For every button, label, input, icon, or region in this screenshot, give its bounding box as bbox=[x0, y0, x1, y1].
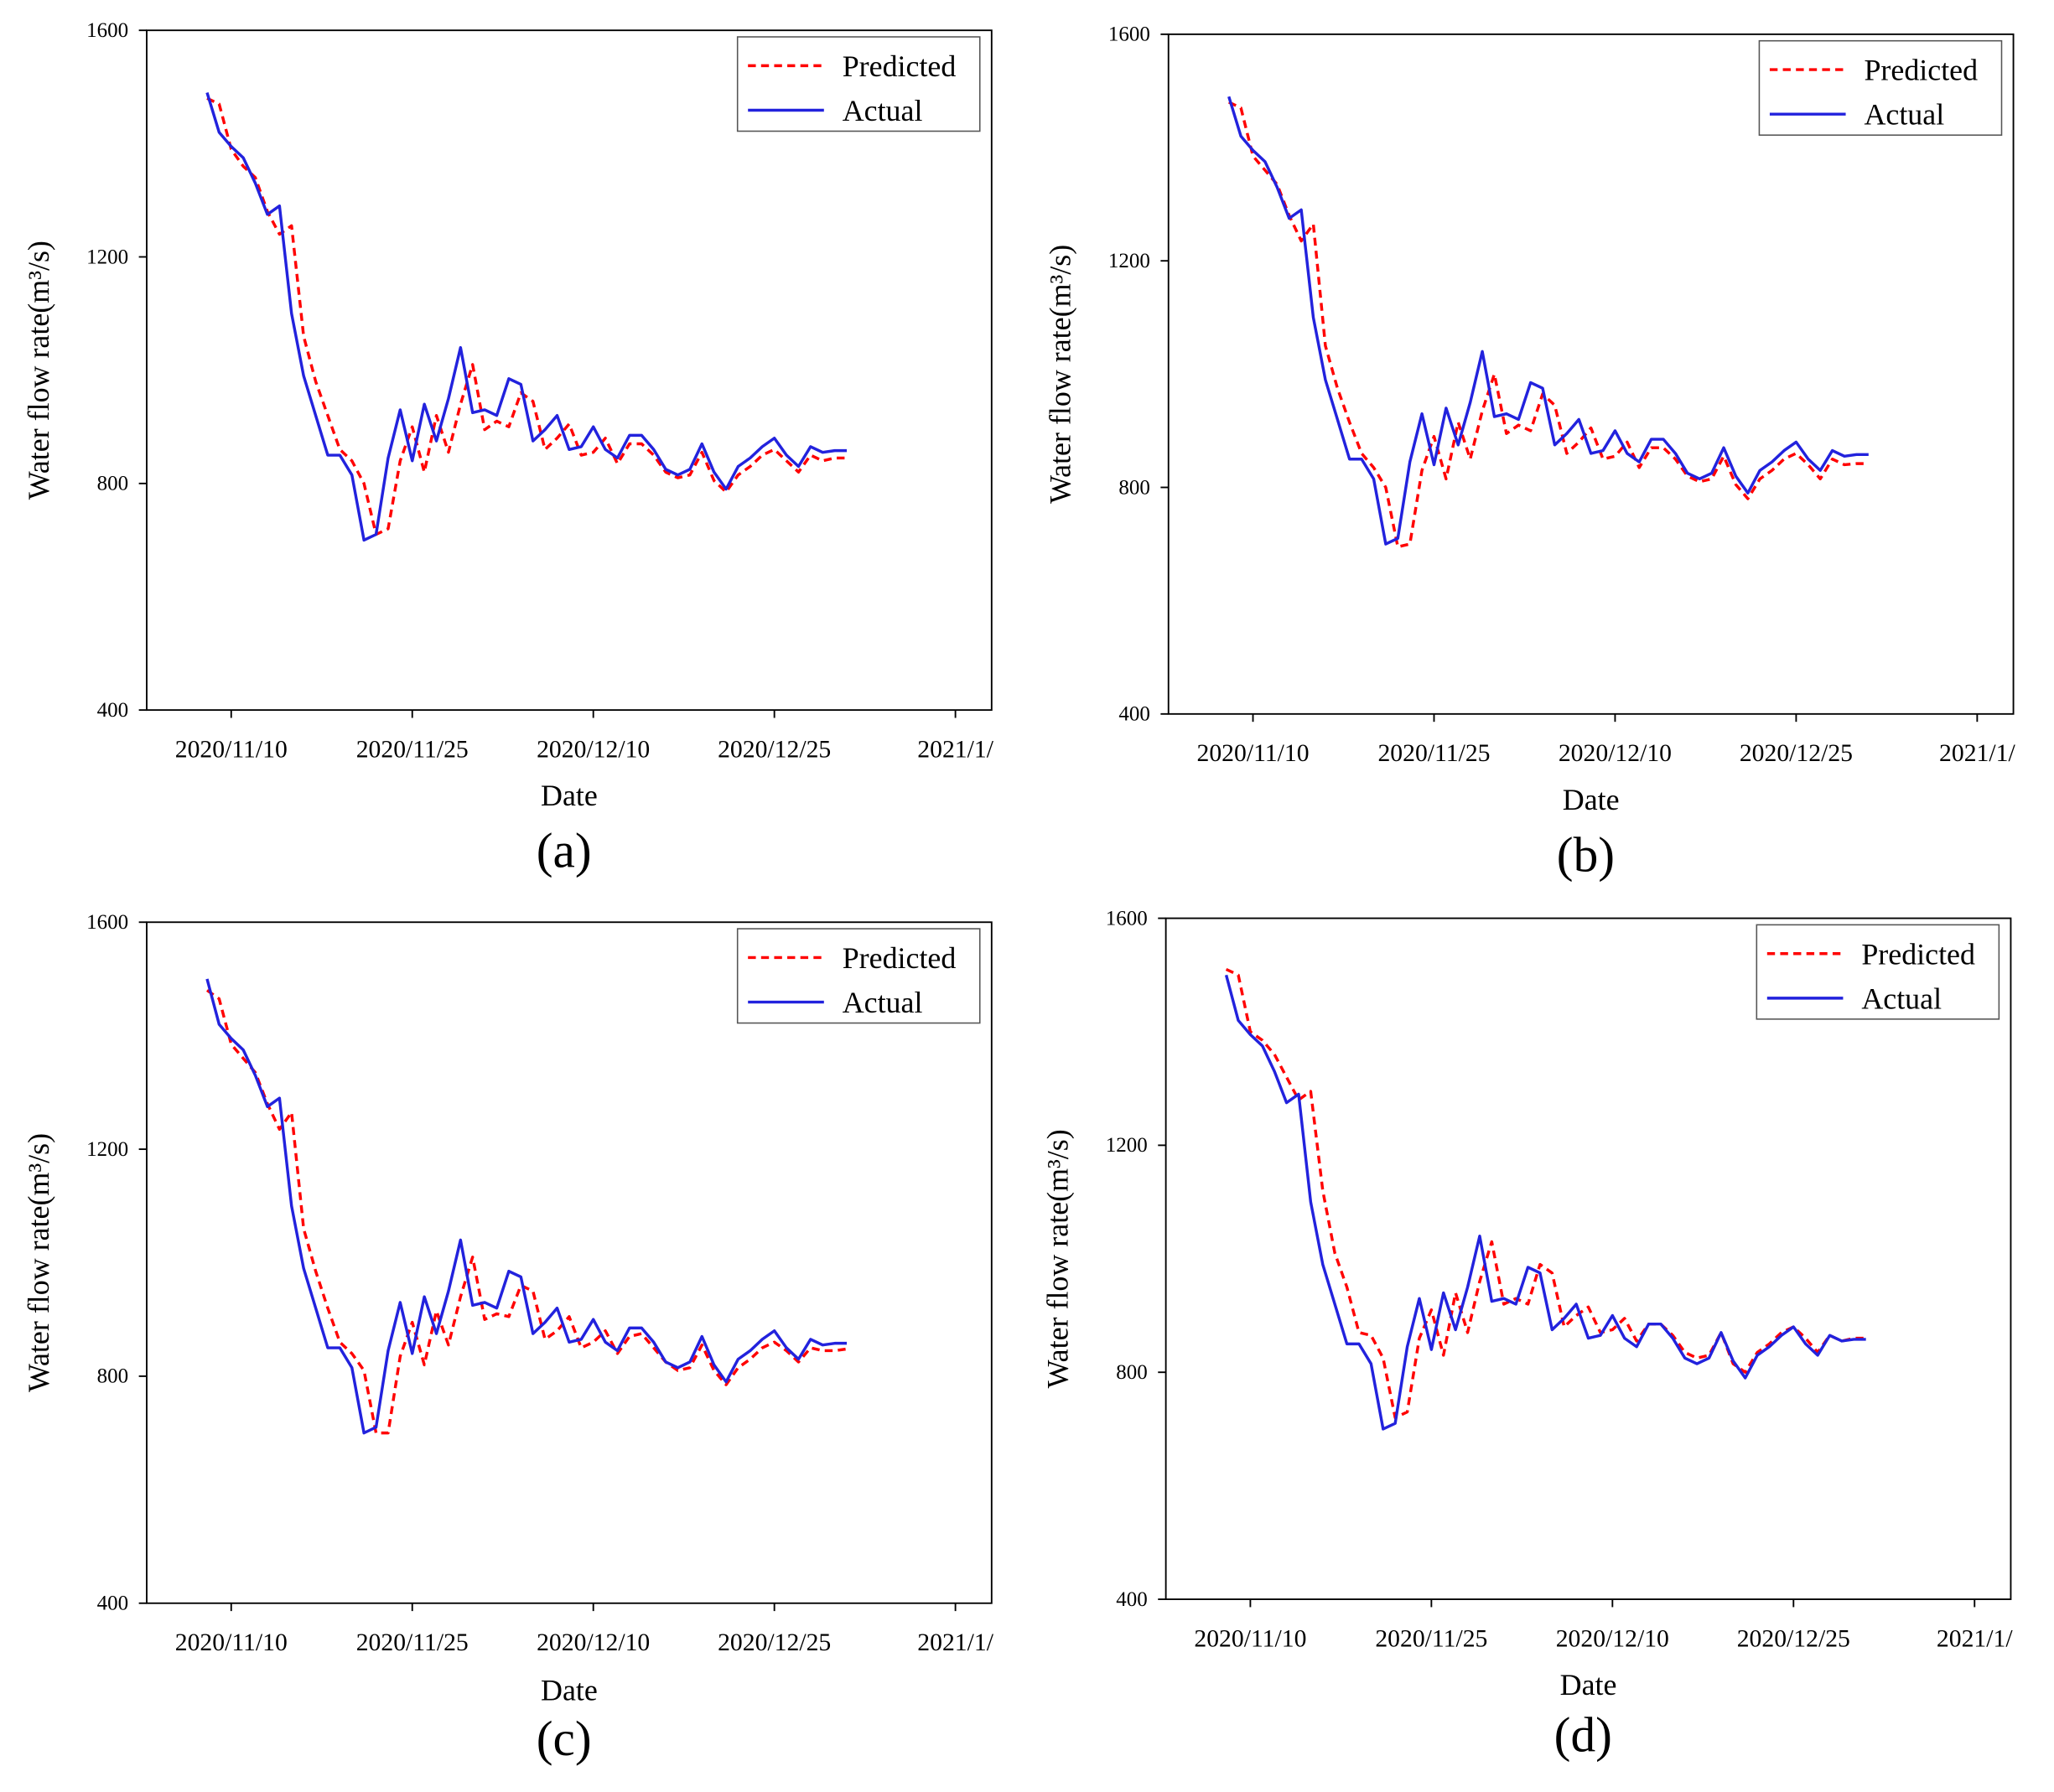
legend-label: Actual bbox=[1864, 98, 1944, 132]
y-tick-label: 1600 bbox=[86, 19, 128, 42]
x-tick-label: 2020/11/10 bbox=[175, 736, 288, 763]
x-tick-label: 2020/11/25 bbox=[1377, 740, 1490, 767]
x-tick-label: 2020/11/10 bbox=[1196, 740, 1309, 767]
series-line bbox=[1225, 967, 1866, 1420]
caption: (d) bbox=[1554, 1707, 1612, 1762]
legend-label: Predicted bbox=[843, 941, 957, 975]
x-tick-label: 2020/12/25 bbox=[718, 1629, 831, 1656]
panel: 400 800 1200 1600 2020/11/10 2020/11/25 2020/1… bbox=[1044, 23, 2016, 883]
x-tick-label: 2020/12/25 bbox=[1740, 740, 1853, 767]
y-axis-label: Water flow rate(m³/s) bbox=[22, 1133, 55, 1392]
x-tick-label: 2020/12/10 bbox=[1559, 740, 1672, 767]
x-tick-label: 2020/11/10 bbox=[175, 1629, 288, 1656]
y-tick-label: 400 bbox=[97, 699, 129, 722]
x-tick-label: 2020/12/25 bbox=[1737, 1625, 1850, 1652]
plot-frame bbox=[146, 921, 993, 1604]
y-tick-label: 800 bbox=[97, 473, 129, 495]
x-tick-label: 2021/1/ bbox=[917, 1629, 993, 1656]
series-line bbox=[205, 92, 848, 542]
x-tick-label: 2020/11/10 bbox=[1194, 1625, 1306, 1652]
y-tick-label: 1200 bbox=[1106, 1134, 1148, 1157]
y-tick-label: 1600 bbox=[86, 911, 128, 934]
panel: 400 800 1200 1600 2020/11/10 2020/11/25 2020/1… bbox=[1040, 907, 2013, 1762]
y-tick-label: 400 bbox=[1118, 703, 1150, 726]
series-line bbox=[205, 989, 848, 1435]
legend-box bbox=[736, 36, 981, 132]
y-tick-label: 400 bbox=[1116, 1588, 1148, 1611]
series-line bbox=[1228, 101, 1869, 549]
x-axis-label: Date bbox=[541, 1673, 598, 1707]
series-line bbox=[206, 96, 848, 536]
y-tick-label: 800 bbox=[97, 1365, 129, 1388]
legend-label: Predicted bbox=[1864, 54, 1978, 87]
x-axis-label: Date bbox=[1563, 783, 1620, 816]
caption: (c) bbox=[537, 1711, 592, 1766]
plot-frame bbox=[1167, 33, 2015, 715]
y-tick-label: 1200 bbox=[1108, 250, 1150, 272]
panel: 400 800 1200 1600 2020/11/10 2020/11/25 2020/1… bbox=[22, 19, 994, 878]
y-axis-label: Water flow rate(m³/s) bbox=[1040, 1129, 1074, 1388]
legend-box bbox=[736, 928, 981, 1024]
x-tick-label: 2020/12/25 bbox=[718, 736, 831, 763]
caption: (a) bbox=[537, 823, 592, 878]
legend-label: Actual bbox=[1861, 981, 1942, 1015]
legend-label: Predicted bbox=[1861, 937, 1975, 971]
legend-label: Actual bbox=[843, 94, 923, 127]
x-tick-label: 2020/12/10 bbox=[537, 1629, 650, 1656]
x-axis-label: Date bbox=[1560, 1668, 1617, 1701]
legend-box bbox=[1758, 39, 2003, 136]
series-line bbox=[1224, 974, 1866, 1431]
x-tick-label: 2020/11/25 bbox=[356, 736, 469, 763]
y-tick-label: 1200 bbox=[86, 1138, 128, 1161]
caption: (b) bbox=[1557, 826, 1615, 882]
y-tick-label: 800 bbox=[1118, 476, 1150, 499]
x-tick-label: 2020/12/10 bbox=[1556, 1625, 1669, 1652]
y-tick-label: 1600 bbox=[1106, 907, 1148, 930]
y-tick-label: 400 bbox=[97, 1593, 129, 1615]
x-tick-label: 2021/1/ bbox=[1939, 740, 2015, 767]
x-tick-label: 2020/11/25 bbox=[1375, 1625, 1487, 1652]
legend-label: Predicted bbox=[843, 49, 957, 83]
plot-frame bbox=[1164, 917, 2012, 1600]
panel: 400 800 1200 1600 2020/11/10 2020/11/25 2020/1… bbox=[22, 911, 994, 1766]
legend-box bbox=[1756, 924, 2000, 1020]
y-tick-label: 800 bbox=[1116, 1361, 1148, 1384]
legend-label: Actual bbox=[843, 986, 923, 1019]
y-axis-label: Water flow rate(m³/s) bbox=[22, 241, 55, 500]
plot-frame bbox=[146, 29, 993, 712]
series-line bbox=[205, 978, 848, 1435]
x-axis-label: Date bbox=[541, 779, 598, 812]
x-tick-label: 2020/11/25 bbox=[356, 1629, 469, 1656]
y-tick-label: 1600 bbox=[1108, 23, 1150, 46]
series-line bbox=[1227, 96, 1869, 546]
y-tick-label: 1200 bbox=[86, 246, 128, 268]
y-axis-label: Water flow rate(m³/s) bbox=[1044, 245, 1077, 504]
x-tick-label: 2020/12/10 bbox=[537, 736, 650, 763]
x-tick-label: 2021/1/ bbox=[917, 736, 993, 763]
x-tick-label: 2021/1/ bbox=[1937, 1625, 2013, 1652]
